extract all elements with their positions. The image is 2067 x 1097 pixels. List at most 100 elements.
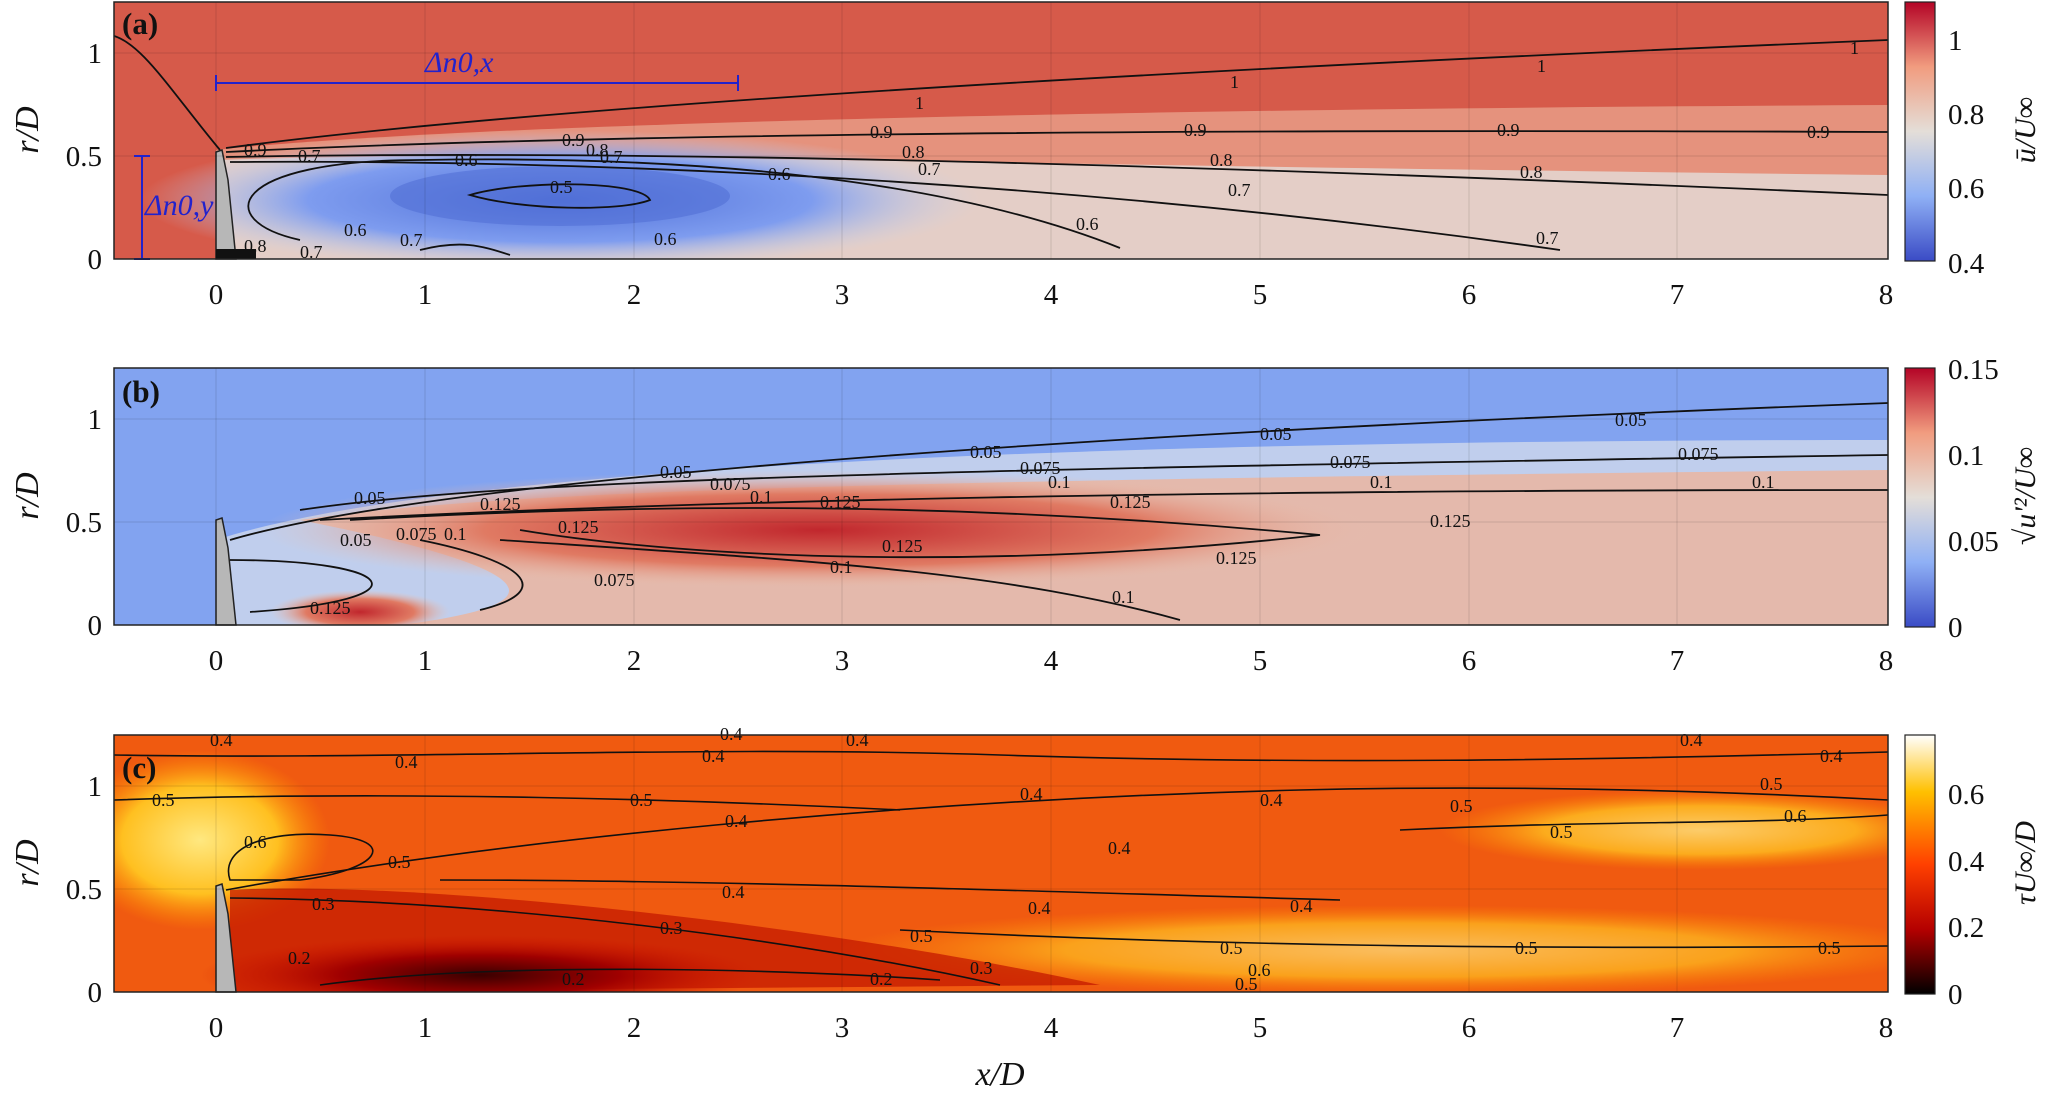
- contour-label: 0.4: [722, 882, 745, 902]
- contour-label: 0.7: [300, 242, 323, 262]
- panel-c-grid: [114, 735, 1888, 992]
- contour-label: 0.5: [910, 926, 933, 946]
- contour-label: 0.9: [1184, 120, 1207, 140]
- contour-label: 0.3: [312, 894, 335, 914]
- contour-label: 0.5: [1550, 822, 1573, 842]
- contour-label: 0.1: [1370, 472, 1393, 492]
- panel-a-contour-labels: 1 1 1 1 0.9 0.9 0.9 0.9 0.9 0.8 0.8 0.8 …: [244, 38, 1859, 262]
- contour-label: 0.5: [152, 790, 175, 810]
- contour-label: 0.4: [1680, 730, 1703, 750]
- contour-label: 0.2: [288, 948, 311, 968]
- xtick-label: 2: [627, 645, 642, 677]
- xtick-label: 1: [418, 1012, 433, 1044]
- panel-b-xticks: 0 1 2 3 4 5 6 7 8: [209, 645, 1894, 677]
- xtick-label: 6: [1462, 1012, 1477, 1044]
- contour-b-0075-lower: [419, 539, 524, 611]
- xtick-label: 1: [418, 279, 433, 311]
- panel-c-lower-band: [840, 905, 1888, 992]
- colorbar-tick: 1: [1948, 25, 1963, 57]
- contour-a-outer: [114, 35, 221, 151]
- contour-label: 0.075: [396, 524, 437, 544]
- contour-label: 0.05: [1260, 424, 1292, 444]
- panel-b-contours: [229, 402, 1888, 621]
- contour-label: 0.05: [1615, 410, 1647, 430]
- contour-c-04-mid: [225, 787, 1888, 891]
- xtick-label: 4: [1044, 1012, 1059, 1044]
- ytick-label: 0.5: [66, 507, 102, 539]
- panel-a-colorbar-ticks: 0.4 0.6 0.8 1: [1948, 25, 1985, 280]
- panel-b-label: (b): [122, 374, 160, 409]
- panel-a-grid: [114, 2, 1888, 259]
- contour-label: 1: [1537, 56, 1546, 76]
- panel-c-contours: [114, 750, 1888, 986]
- panel-b-colorbar-label: √u'²/U∞: [2009, 447, 2042, 545]
- contour-label: 0.125: [1430, 511, 1471, 531]
- xtick-label: 7: [1670, 279, 1685, 311]
- contour-label: 0.4: [1820, 746, 1843, 766]
- contour-label: 0.1: [1752, 472, 1775, 492]
- contour-c-06: [227, 833, 374, 881]
- contour-label: 0.9: [1497, 120, 1520, 140]
- contour-label: 0.2: [562, 969, 585, 989]
- contour-a-07-inner: [419, 243, 511, 256]
- xtick-label: 2: [627, 279, 642, 311]
- contour-label: 0.4: [702, 746, 725, 766]
- panel-a: 1 1 1 1 0.9 0.9 0.9 0.9 0.9 0.8 0.8 0.8 …: [9, 1, 2042, 311]
- contour-label: 0.05: [970, 442, 1002, 462]
- xtick-label: 5: [1253, 279, 1268, 311]
- xtick-label: 1: [418, 645, 433, 677]
- contour-label: 0.125: [480, 494, 521, 514]
- contour-label: 0.8: [1210, 150, 1233, 170]
- contour-label: 1: [915, 93, 924, 113]
- contour-label: 0.125: [882, 536, 923, 556]
- contour-label: 0.5: [1220, 938, 1243, 958]
- panel-b-colorbar: [1904, 367, 1936, 628]
- panel-c-contour-labels: 0.4 0.4 0.4 0.4 0.4 0.4 0.4 0.4 0.4 0.4 …: [152, 724, 1843, 994]
- contour-label: 0.075: [710, 474, 751, 494]
- contour-b-0125: [349, 507, 1321, 559]
- panel-a-deficit-inner: [390, 166, 730, 226]
- panel-a-label: (a): [122, 6, 158, 41]
- contour-label: 0.1: [830, 557, 853, 577]
- contour-label: 0.6: [344, 220, 367, 240]
- panel-b-hub-core: [270, 590, 450, 625]
- contour-c-04-lower: [439, 879, 1341, 901]
- contour-label: 0.4: [210, 730, 233, 750]
- panel-c-ylabel: r/D: [9, 839, 46, 887]
- panel-a-contours: [114, 35, 1888, 256]
- contour-label: 0.6: [654, 229, 677, 249]
- dy-annotation-label: Δn0,y: [144, 189, 214, 222]
- panel-c-upstream-high: [114, 750, 330, 930]
- contour-label: 0.5: [1818, 938, 1841, 958]
- contour-label: 0.7: [600, 147, 623, 167]
- contour-label: 0.075: [1020, 458, 1061, 478]
- xtick-label: 0: [209, 1012, 224, 1044]
- contour-label: 0.2: [870, 969, 893, 989]
- colorbar-tick: 0.6: [1948, 173, 1984, 205]
- contour-label: 0.05: [660, 462, 692, 482]
- panel-c-wake-dark: [200, 935, 760, 992]
- contour-label: 1: [1850, 38, 1859, 58]
- xtick-label: 8: [1879, 1012, 1894, 1044]
- colorbar-tick: 0.4: [1948, 248, 1985, 280]
- contour-label: 0.4: [720, 724, 743, 744]
- xtick-label: 4: [1044, 279, 1059, 311]
- panel-b-peak-core: [260, 470, 1380, 590]
- xtick-label: 7: [1670, 1012, 1685, 1044]
- contour-label: 0.9: [1807, 122, 1830, 142]
- ytick-label: 1: [88, 404, 103, 436]
- contour-c-05-lower: [899, 929, 1888, 949]
- xtick-label: 3: [835, 279, 850, 311]
- contour-label: 0.6: [244, 832, 267, 852]
- contour-label: 0.6: [768, 164, 791, 184]
- contour-label: 0.4: [846, 730, 869, 750]
- contour-label: 0.5: [1235, 974, 1258, 994]
- colorbar-tick: 0: [1948, 612, 1963, 644]
- ytick-label: 0.5: [66, 141, 102, 173]
- contour-label: 0.4: [1108, 838, 1131, 858]
- panel-a-colorbar: [1904, 1, 1936, 262]
- contour-c-02: [319, 968, 941, 986]
- colorbar-tick: 0.15: [1948, 354, 1999, 386]
- xtick-label: 0: [209, 279, 224, 311]
